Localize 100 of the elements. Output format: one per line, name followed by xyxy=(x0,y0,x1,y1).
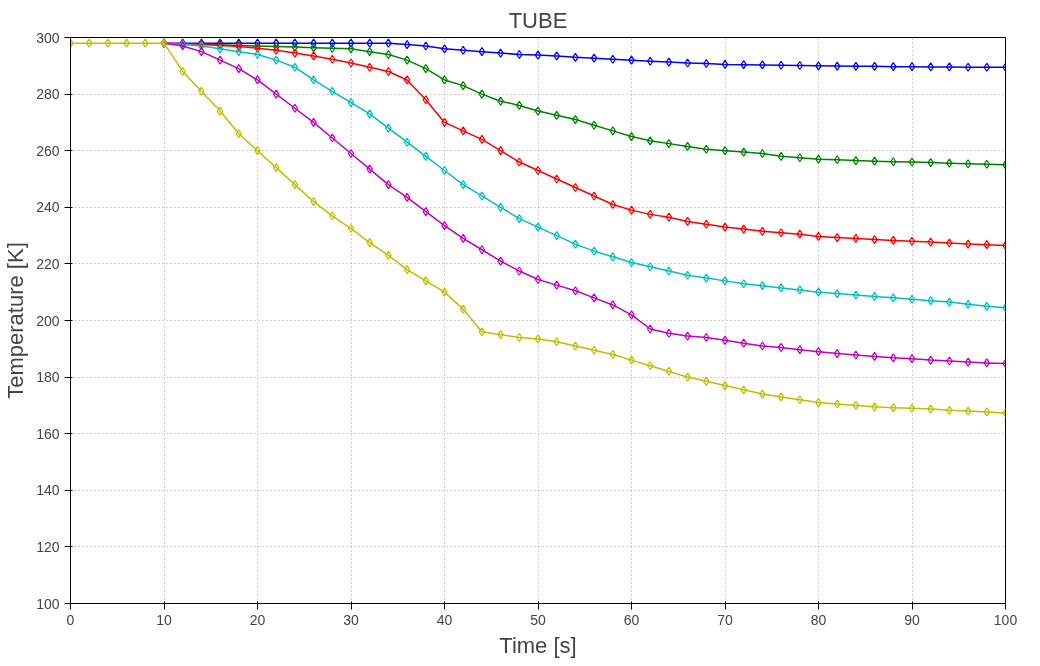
x-tick-label: 50 xyxy=(530,611,546,628)
point xyxy=(422,64,430,74)
point xyxy=(329,133,336,143)
point xyxy=(721,276,729,286)
point xyxy=(553,110,560,120)
point xyxy=(572,341,579,351)
point xyxy=(403,137,411,147)
point xyxy=(310,75,317,85)
point xyxy=(85,38,93,48)
point xyxy=(927,404,934,414)
point xyxy=(366,47,373,57)
point xyxy=(609,199,617,210)
point xyxy=(983,240,991,250)
point xyxy=(254,146,261,156)
point xyxy=(964,239,972,249)
point xyxy=(890,293,897,303)
point xyxy=(740,147,747,157)
point xyxy=(366,109,373,119)
point xyxy=(553,174,560,184)
point xyxy=(216,106,224,116)
point xyxy=(628,205,635,215)
point xyxy=(852,61,860,71)
point xyxy=(590,246,598,256)
point xyxy=(964,159,972,169)
point xyxy=(590,293,598,303)
point xyxy=(516,157,523,167)
point xyxy=(291,103,299,113)
point xyxy=(572,286,579,296)
point xyxy=(310,197,317,207)
point xyxy=(497,330,504,340)
point xyxy=(366,164,373,174)
y-tick-label: 300 xyxy=(36,29,60,46)
x-tick-label: 90 xyxy=(904,611,920,628)
point xyxy=(534,50,542,60)
point xyxy=(646,262,654,272)
point xyxy=(703,144,710,154)
point xyxy=(777,60,785,70)
y-tick-label: 160 xyxy=(36,425,60,442)
point xyxy=(553,337,560,347)
point xyxy=(534,165,542,176)
point xyxy=(983,159,991,169)
point xyxy=(852,290,860,300)
point xyxy=(833,349,841,359)
point xyxy=(235,64,243,74)
point xyxy=(553,280,560,290)
point xyxy=(759,389,766,399)
point xyxy=(366,62,373,72)
point xyxy=(216,44,224,54)
point xyxy=(721,222,729,232)
point xyxy=(459,126,467,136)
y-tick-label: 100 xyxy=(36,595,60,612)
point xyxy=(272,41,280,52)
point xyxy=(441,221,448,231)
point xyxy=(553,51,560,61)
point xyxy=(310,38,317,48)
point xyxy=(703,376,710,386)
point xyxy=(347,97,355,108)
y-tick-label: 280 xyxy=(36,86,60,103)
point xyxy=(964,357,972,367)
point xyxy=(946,158,953,168)
point xyxy=(459,45,467,55)
point xyxy=(497,48,504,58)
point xyxy=(572,52,579,62)
point xyxy=(329,86,336,96)
point xyxy=(927,296,934,306)
point xyxy=(740,60,747,70)
point xyxy=(609,54,617,64)
point xyxy=(329,38,336,48)
point xyxy=(927,62,934,72)
point xyxy=(777,228,785,238)
point xyxy=(684,372,691,382)
point xyxy=(665,212,673,222)
point xyxy=(478,47,486,57)
point xyxy=(403,55,411,65)
point xyxy=(291,48,299,58)
point xyxy=(609,349,617,360)
point xyxy=(908,62,916,72)
point xyxy=(235,47,243,57)
x-tick-label: 40 xyxy=(436,611,453,628)
y-tick-label: 140 xyxy=(36,482,60,499)
point xyxy=(721,146,729,156)
point xyxy=(291,42,299,52)
point xyxy=(740,338,747,348)
x-tick-label: 30 xyxy=(343,611,359,628)
point xyxy=(777,392,785,402)
point xyxy=(366,238,373,248)
point xyxy=(833,289,841,299)
point xyxy=(497,256,504,266)
x-tick-label: 70 xyxy=(717,611,733,628)
point xyxy=(310,117,317,127)
point xyxy=(609,252,617,262)
point xyxy=(497,96,504,106)
point xyxy=(609,126,617,136)
point xyxy=(329,54,336,64)
point xyxy=(890,157,897,167)
point xyxy=(833,232,841,243)
x-tick-label: 20 xyxy=(249,611,266,628)
point xyxy=(272,55,280,65)
point xyxy=(403,39,411,50)
point xyxy=(871,156,878,166)
